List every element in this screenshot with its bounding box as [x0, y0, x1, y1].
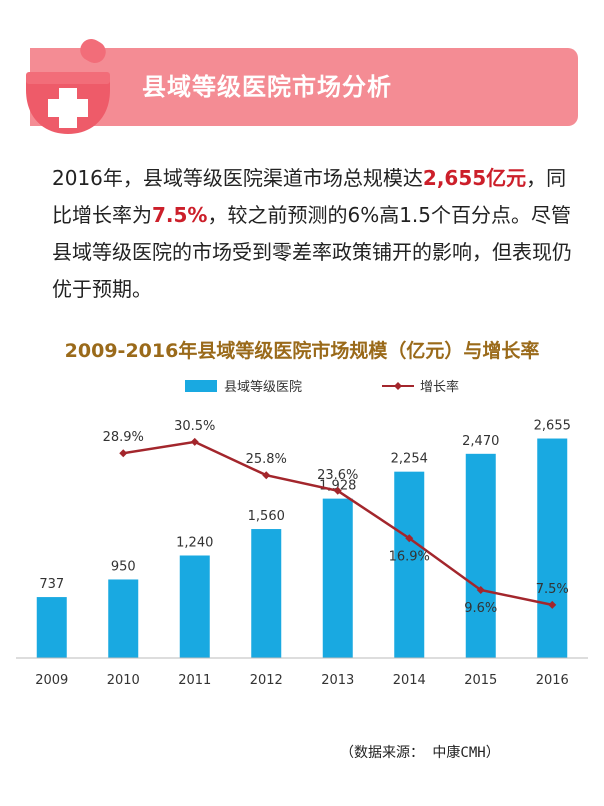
- growth-rate-label: 7.5%: [536, 582, 569, 597]
- bar: [537, 438, 568, 658]
- x-tick-label: 2016: [536, 673, 569, 688]
- x-tick-label: 2015: [464, 673, 497, 688]
- bar: [322, 498, 353, 658]
- growth-rate-highlight: 7.5%: [152, 203, 208, 227]
- medical-cross-icon: [26, 39, 110, 134]
- bar: [465, 453, 496, 658]
- data-source: （数据来源： 中康CMH）: [340, 745, 500, 761]
- x-tick-label: 2011: [178, 673, 211, 688]
- x-tick-label: 2009: [35, 673, 68, 688]
- growth-rate-point: [262, 471, 271, 480]
- combo-chart: 县域等级医院 增长率 737 2009 950 2010 1,240 2011 1,560 201…: [16, 379, 588, 688]
- x-tick-label: 2014: [393, 673, 426, 688]
- bar-value-label: 1,560: [248, 509, 285, 524]
- chart-title: 2009-2016年县域等级医院市场规模（亿元）与增长率: [64, 340, 540, 362]
- bar: [394, 471, 425, 658]
- bar-value-label: 950: [111, 559, 136, 574]
- bar: [108, 579, 139, 658]
- growth-rate-point: [476, 585, 485, 594]
- growth-rate-point: [405, 534, 414, 543]
- intro-paragraph: 2016年，县域等级医院渠道市场总规模达2,655亿元，同比增长率为7.5%，较…: [52, 160, 572, 308]
- header-banner: 县域等级医院市场分析: [30, 48, 578, 126]
- intro-text-3: ，较之前预测的6%高1.5个百分点。尽管县域等级医院的市场受到零差率政策铺开的影…: [52, 203, 572, 301]
- legend-line-marker: [394, 382, 402, 390]
- growth-rate-label: 30.5%: [174, 419, 215, 434]
- intro-text-1: 2016年，县域等级医院渠道市场总规模达: [52, 166, 423, 190]
- bar: [179, 555, 210, 658]
- legend-bar-swatch: [185, 380, 217, 392]
- growth-rate-point: [548, 600, 557, 609]
- page-title: 县域等级医院市场分析: [142, 73, 392, 101]
- growth-rate-label: 28.9%: [103, 430, 144, 445]
- bar-value-label: 737: [39, 577, 64, 592]
- growth-rate-point: [190, 437, 199, 446]
- bar: [251, 529, 282, 658]
- growth-rate-point: [333, 486, 342, 495]
- bar-value-label: 2,655: [534, 419, 571, 434]
- bar: [36, 597, 67, 658]
- legend-bar-label: 县域等级医院: [224, 379, 302, 395]
- growth-rate-label: 9.6%: [464, 601, 497, 616]
- legend-line-label: 增长率: [420, 379, 459, 395]
- bar-value-label: 2,254: [391, 452, 428, 467]
- growth-rate-label: 23.6%: [317, 468, 358, 483]
- bar-value-label: 1,240: [176, 535, 213, 550]
- intro-text-2: ，同比增长率为: [52, 166, 567, 227]
- x-tick-label: 2013: [321, 673, 354, 688]
- growth-rate-point: [119, 449, 128, 458]
- growth-rate-label: 16.9%: [389, 549, 430, 564]
- x-tick-label: 2010: [107, 673, 140, 688]
- x-tick-label: 2012: [250, 673, 283, 688]
- bar-value-label: 2,470: [462, 434, 499, 449]
- market-size-highlight: 2,655亿元: [422, 166, 527, 190]
- growth-rate-label: 25.8%: [246, 452, 287, 467]
